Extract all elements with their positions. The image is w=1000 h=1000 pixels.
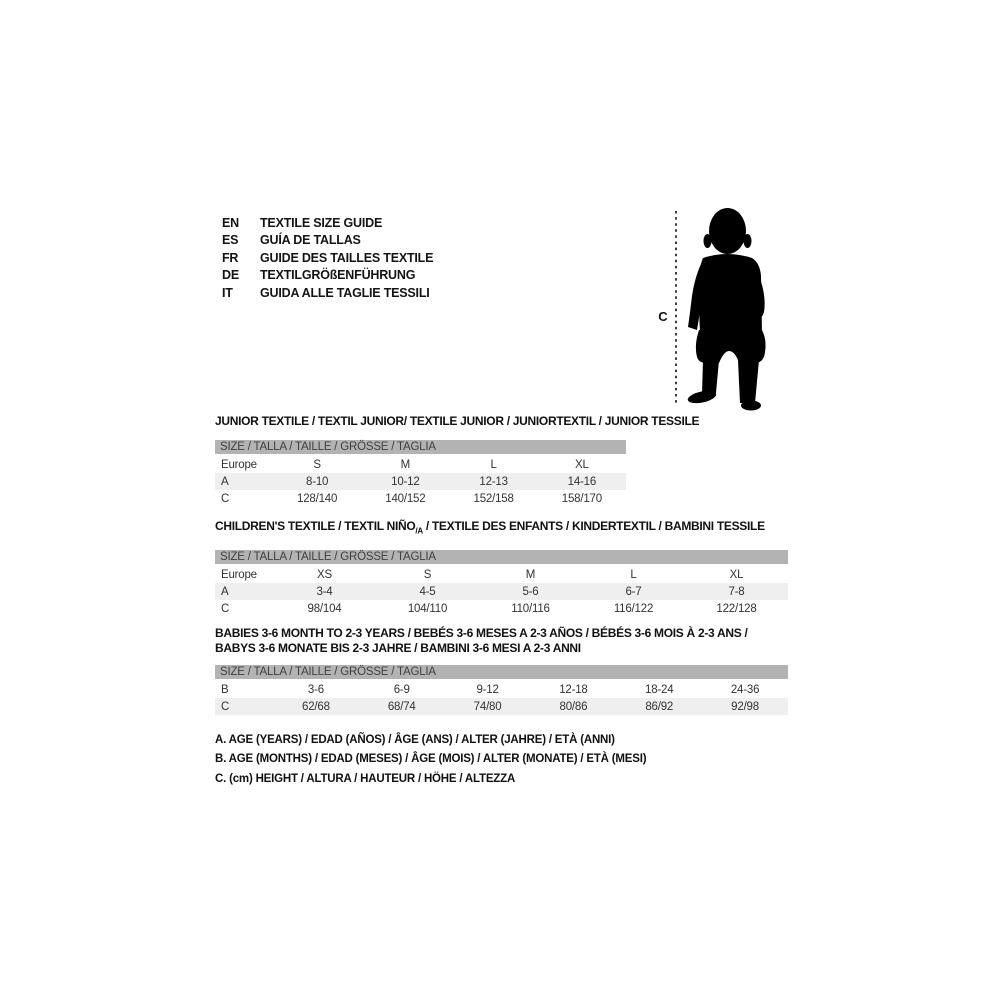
value-cell: 8-10 xyxy=(273,473,362,490)
lang-label: GUIDA ALLE TAGLIE TESSILI xyxy=(260,285,430,300)
value-cell: 74/80 xyxy=(444,698,531,715)
row-label: A xyxy=(215,473,273,490)
lang-label: GUIDE DES TAILLES TEXTILE xyxy=(260,250,434,265)
value-cell: 92/98 xyxy=(702,698,788,715)
value-cell: 6-7 xyxy=(582,583,685,601)
value-cell: 86/92 xyxy=(616,698,703,715)
value-cell: 14-16 xyxy=(537,473,626,490)
size-cell: XS xyxy=(317,568,332,581)
size-cell: S xyxy=(423,568,432,581)
table-row: B 3-6 6-9 9-12 12-18 18-24 24-36 xyxy=(215,681,788,698)
value-cell: 7-8 xyxy=(685,583,788,601)
size-cell: L xyxy=(490,458,497,471)
table-title-subscript: /A xyxy=(415,526,423,536)
legend-line-a: A. AGE (YEARS) / EDAD (AÑOS) / ÂGE (ANS)… xyxy=(215,734,615,746)
table-title: BABIES 3-6 MONTH TO 2-3 YEARS / BEBÉS 3-… xyxy=(215,626,788,656)
table-title: JUNIOR TEXTILE / TEXTIL JUNIOR/ TEXTILE … xyxy=(215,414,700,428)
lang-code: EN xyxy=(222,216,239,230)
value-cell: 10-12 xyxy=(361,473,450,490)
value-cell: 104/110 xyxy=(407,602,448,615)
row-label: A xyxy=(215,583,273,601)
lang-code: IT xyxy=(222,285,233,300)
value-cell: 12-13 xyxy=(449,473,538,490)
row-label: Europe xyxy=(221,568,257,581)
value-cell: 68/74 xyxy=(358,698,445,715)
size-table-junior: JUNIOR TEXTILE / TEXTIL JUNIOR/ TEXTILE … xyxy=(215,414,700,507)
lang-code: ES xyxy=(222,233,239,248)
size-cell: L xyxy=(630,568,637,581)
lang-line-en: EN TEXTILE SIZE GUIDE xyxy=(222,215,433,232)
size-table-children: CHILDREN'S TEXTILE / TEXTIL NIÑO/A / TEX… xyxy=(215,519,788,617)
size-header-bar: SIZE / TALLA / TAILLE / GRÖSSE / TAGLIA xyxy=(215,665,788,681)
size-table-babies: BABIES 3-6 MONTH TO 2-3 YEARS / BEBÉS 3-… xyxy=(215,626,788,715)
size-cell: XL xyxy=(729,568,744,581)
table-row: Europe S M L XL xyxy=(215,456,626,473)
table-row: A 3-4 4-5 5-6 6-7 7-8 xyxy=(215,583,788,601)
toddler-silhouette: C xyxy=(658,208,766,411)
table-row: C 62/68 68/74 74/80 80/86 86/92 92/98 xyxy=(215,698,788,715)
lang-line-fr: FR GUIDE DES TAILLES TEXTILE xyxy=(222,250,433,267)
table-row: C 128/140 140/152 152/158 158/170 xyxy=(215,490,626,507)
value-cell: 5-6 xyxy=(479,583,582,601)
row-label: Europe xyxy=(221,458,257,471)
value-cell: 62/68 xyxy=(273,698,359,715)
size-cell: M xyxy=(525,568,536,581)
value-cell: 9-12 xyxy=(476,683,499,696)
lang-line-de: DE TEXTILGRÖßENFÜHRUNG xyxy=(222,267,433,284)
size-header-bar: SIZE / TALLA / TAILLE / GRÖSSE / TAGLIA xyxy=(215,440,626,456)
table-row: C 98/104 104/110 110/116 116/122 122/128 xyxy=(215,600,788,617)
value-cell: 4-5 xyxy=(376,583,479,601)
value-cell: 128/140 xyxy=(297,492,338,505)
value-cell: 158/170 xyxy=(561,492,602,505)
size-header-bar: SIZE / TALLA / TAILLE / GRÖSSE / TAGLIA xyxy=(215,550,788,567)
table-title-text: CHILDREN'S TEXTILE / TEXTIL NIÑO xyxy=(215,519,416,533)
value-cell: 152/158 xyxy=(473,492,514,505)
row-label: C xyxy=(221,492,230,505)
value-cell: 122/128 xyxy=(716,602,757,615)
table-title-line1: BABIES 3-6 MONTH TO 2-3 YEARS / BEBÉS 3-… xyxy=(215,626,748,640)
value-cell: 24-36 xyxy=(730,683,760,696)
table-row: Europe XS S M L XL xyxy=(215,566,788,583)
value-cell: 80/86 xyxy=(530,698,617,715)
value-cell: 140/152 xyxy=(385,492,426,505)
toddler-silhouette-shape xyxy=(687,208,766,411)
table-title: CHILDREN'S TEXTILE / TEXTIL NIÑO/A / TEX… xyxy=(215,519,788,538)
size-cell: M xyxy=(400,458,411,471)
value-cell: 98/104 xyxy=(307,602,342,615)
lang-line-it: IT GUIDA ALLE TAGLIE TESSILI xyxy=(222,285,433,302)
legend: A. AGE (YEARS) / EDAD (AÑOS) / ÂGE (ANS)… xyxy=(215,731,647,789)
value-cell: 12-18 xyxy=(559,683,588,696)
size-cell: XL xyxy=(575,458,589,471)
table-row: A 8-10 10-12 12-13 14-16 xyxy=(215,473,626,490)
lang-label: GUÍA DE TALLAS xyxy=(260,233,361,248)
size-cell: S xyxy=(313,458,321,471)
height-marker-label: C xyxy=(658,309,668,324)
legend-line-b: B. AGE (MONTHS) / EDAD (MESES) / ÂGE (MO… xyxy=(215,753,647,766)
row-label: C xyxy=(221,602,230,615)
value-cell: 18-24 xyxy=(645,683,674,696)
legend-line-c: C. (cm) HEIGHT / ALTURA / HAUTEUR / HÖHE… xyxy=(215,772,516,785)
row-label: C xyxy=(215,698,273,715)
value-cell: 116/122 xyxy=(613,602,654,615)
row-label: B xyxy=(221,683,229,696)
lang-code: FR xyxy=(222,250,239,265)
table-title-line2: BABYS 3-6 MONATE BIS 2-3 JAHRE / BAMBINI… xyxy=(215,641,581,655)
lang-code: DE xyxy=(222,268,239,283)
lang-line-es: ES GUÍA DE TALLAS xyxy=(222,232,433,249)
lang-label: TEXTILGRÖßENFÜHRUNG xyxy=(260,268,416,283)
value-cell: 6-9 xyxy=(393,683,410,696)
language-title-block: EN TEXTILE SIZE GUIDE ES GUÍA DE TALLAS … xyxy=(222,215,433,302)
table-title-text: / TEXTILE DES ENFANTS / KINDERTEXTIL / B… xyxy=(422,519,765,533)
value-cell: 3-4 xyxy=(273,583,376,601)
value-cell: 3-6 xyxy=(307,683,324,696)
lang-label: TEXTILE SIZE GUIDE xyxy=(260,216,383,230)
value-cell: 110/116 xyxy=(511,602,550,615)
